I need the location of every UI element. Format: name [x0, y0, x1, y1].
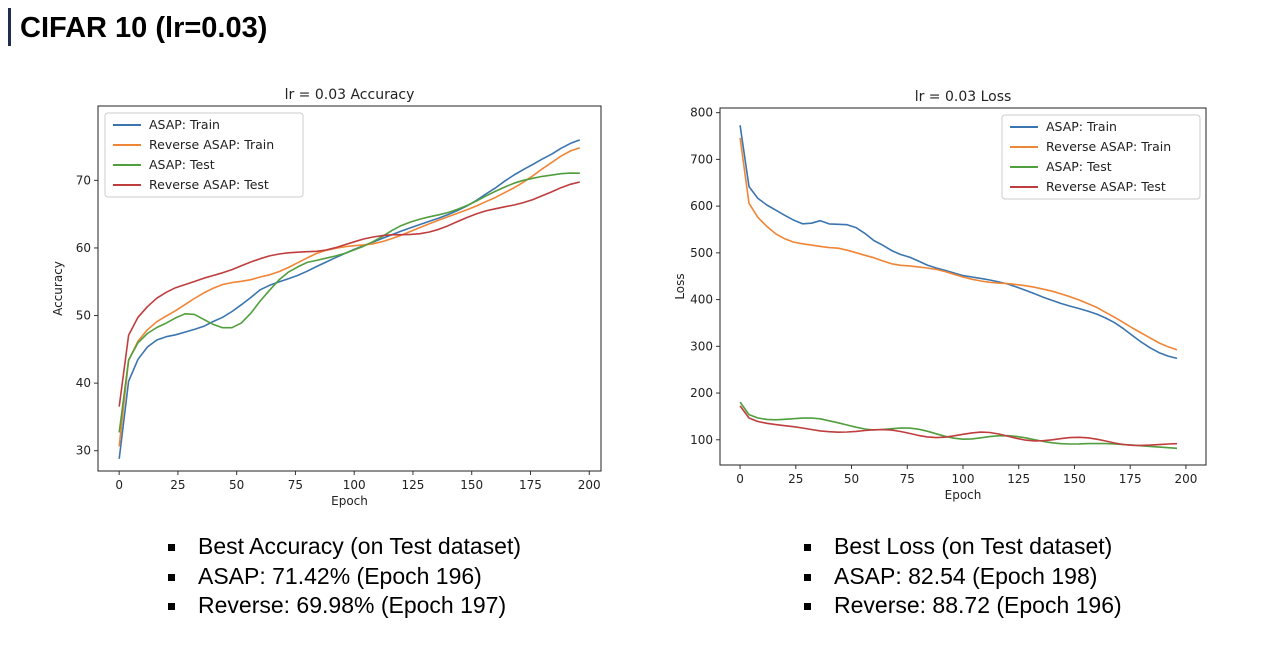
loss-note-asap: ASAP: 82.54 (Epoch 198): [804, 562, 1122, 592]
loss-y-tick-label: 500: [690, 246, 713, 260]
accuracy-legend-box: [104, 112, 304, 198]
loss-x-tick-label: 50: [844, 472, 859, 486]
loss-x-tick-label: 150: [1063, 472, 1086, 486]
loss-series-reverse-asap-train: [739, 137, 1178, 351]
loss-x-tick-label: 175: [1119, 472, 1142, 486]
loss-legend-label-reverse-asap-test: Reverse ASAP: Test: [1046, 179, 1166, 194]
accuracy-y-tick-label: 50: [76, 309, 91, 323]
loss-y-tick-label: 100: [690, 433, 713, 447]
accuracy-series-reverse-asap-train: [118, 146, 581, 447]
loss-series-asap-train: [739, 125, 1178, 360]
loss-y-tick-label: 300: [690, 339, 713, 353]
loss-y-tick-label: 700: [690, 152, 713, 166]
loss-y-tick-label: 600: [690, 199, 713, 213]
loss-y-tick-label: 800: [690, 106, 713, 120]
loss-x-axis-label: Epoch: [945, 488, 982, 502]
accuracy-y-tick-label: 70: [76, 173, 91, 187]
accuracy-x-tick-label: 75: [288, 478, 303, 492]
loss-legend-label-asap-train: ASAP: Train: [1046, 119, 1117, 134]
loss-legend-box: [1001, 114, 1201, 200]
accuracy-legend-label-reverse-asap-test: Reverse ASAP: Test: [149, 177, 269, 192]
accuracy-legend-label-asap-test: ASAP: Test: [149, 157, 215, 172]
accuracy-series-asap-test: [118, 172, 580, 433]
accuracy-x-tick-label: 100: [343, 478, 366, 492]
accuracy-x-tick-label: 125: [402, 478, 425, 492]
loss-notes: Best Loss (on Test dataset) ASAP: 82.54 …: [804, 532, 1122, 621]
loss-x-tick-label: 75: [900, 472, 915, 486]
accuracy-series-reverse-asap-test: [118, 181, 580, 407]
accuracy-note-reverse: Reverse: 69.98% (Epoch 197): [168, 591, 521, 621]
loss-x-tick-label: 100: [952, 472, 975, 486]
accuracy-notes: Best Accuracy (on Test dataset) ASAP: 71…: [168, 532, 521, 621]
accuracy-y-tick-label: 60: [76, 241, 91, 255]
accuracy-note-asap: ASAP: 71.42% (Epoch 196): [168, 562, 521, 592]
accuracy-x-tick-label: 50: [229, 478, 244, 492]
loss-chart-svg: lr = 0.03 Loss 0 25 50 75 100 125 150 175 200 100 2…: [673, 89, 1207, 502]
loss-x-tick-label: 0: [736, 472, 744, 486]
loss-series-asap-test: [739, 401, 1178, 450]
loss-series-reverse-asap-test: [739, 405, 1178, 447]
loss-legend-label-reverse-asap-train: Reverse ASAP: Train: [1046, 139, 1171, 154]
loss-note-heading: Best Loss (on Test dataset): [804, 532, 1122, 562]
loss-legend-label-asap-test: ASAP: Test: [1046, 159, 1112, 174]
accuracy-x-tick-label: 25: [170, 478, 185, 492]
loss-y-axis-label: Loss: [673, 273, 687, 299]
accuracy-legend-label-asap-train: ASAP: Train: [149, 117, 220, 132]
loss-y-tick-label: 400: [690, 293, 713, 307]
slide-title: CIFAR 10 (lr=0.03): [20, 12, 268, 44]
accuracy-x-tick-label: 175: [519, 478, 542, 492]
accuracy-plot-frame: [97, 105, 602, 472]
accuracy-legend-label-reverse-asap-train: Reverse ASAP: Train: [149, 137, 274, 152]
loss-note-reverse: Reverse: 88.72 (Epoch 196): [804, 591, 1122, 621]
accuracy-x-axis-label: Epoch: [331, 494, 368, 508]
loss-plot-frame: [719, 107, 1207, 466]
loss-x-tick-label: 25: [788, 472, 803, 486]
accuracy-y-tick-label: 40: [76, 376, 91, 390]
loss-y-tick-label: 200: [690, 386, 713, 400]
accuracy-x-tick-label: 0: [115, 478, 123, 492]
accuracy-y-axis-label: Accuracy: [51, 261, 65, 316]
loss-x-tick-label: 125: [1007, 472, 1030, 486]
slide-title-bar: CIFAR 10 (lr=0.03): [8, 8, 267, 46]
accuracy-chart-title: lr = 0.03 Accuracy: [285, 87, 415, 103]
accuracy-chart: lr = 0.03 Accuracy 0 25 50 75 100 125 150 175 200…: [40, 76, 615, 525]
accuracy-y-tick-label: 30: [76, 444, 91, 458]
loss-x-tick-label: 200: [1174, 472, 1197, 486]
accuracy-x-tick-label: 150: [460, 478, 483, 492]
accuracy-chart-svg: lr = 0.03 Accuracy 0 25 50 75 100 125 150 175 200…: [51, 87, 602, 508]
accuracy-x-tick-label: 200: [578, 478, 601, 492]
loss-chart: lr = 0.03 Loss 0 25 50 75 100 125 150 175 200 100 2…: [656, 84, 1216, 519]
accuracy-note-heading: Best Accuracy (on Test dataset): [168, 532, 521, 562]
loss-chart-title: lr = 0.03 Loss: [915, 89, 1012, 105]
